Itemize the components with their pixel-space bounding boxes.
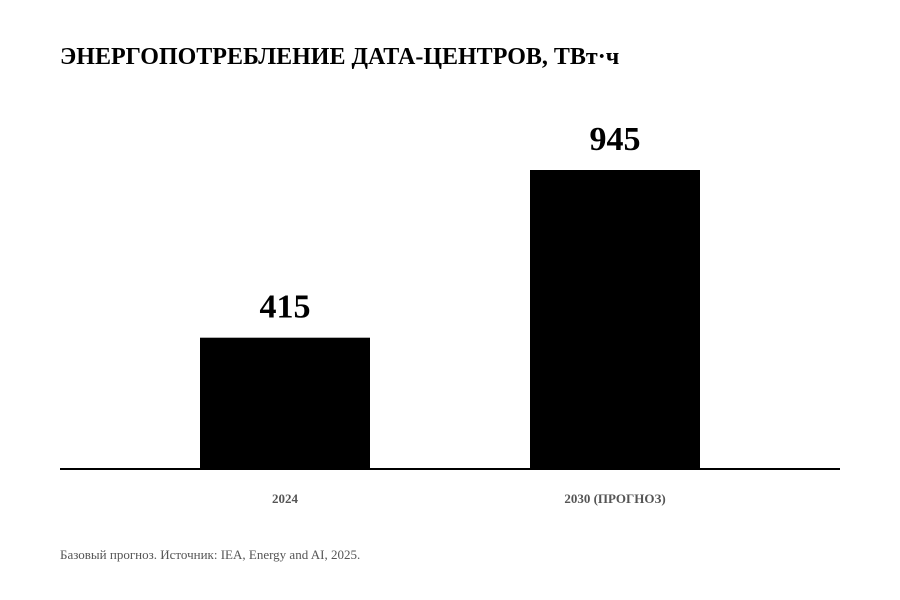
bar-2	[530, 170, 700, 469]
data-label-1: 415	[260, 289, 311, 326]
x-tick-label-1: 2024	[272, 491, 299, 506]
bar-1	[200, 337, 370, 469]
x-tick-label-2: 2030 (ПРОГНОЗ)	[564, 491, 665, 506]
source-note: Базовый прогноз. Источник: IEA, Energy a…	[60, 547, 361, 562]
data-label-2: 945	[590, 121, 641, 158]
chart-title: ЭНЕРГОПОТРЕБЛЕНИЕ ДАТА-ЦЕНТРОВ, ТВт·ч	[60, 44, 620, 70]
